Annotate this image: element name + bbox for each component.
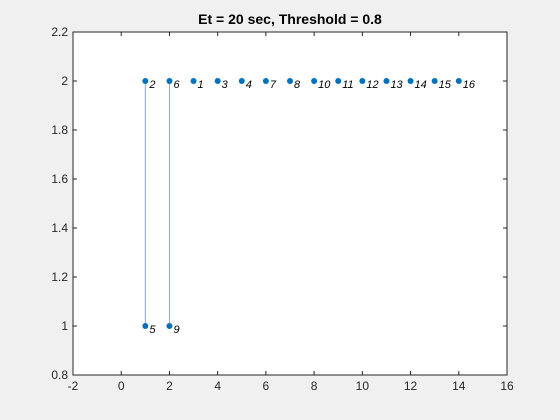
point-label: 12 xyxy=(366,79,378,91)
x-tick-label: 4 xyxy=(214,379,221,393)
point-label: 3 xyxy=(222,79,229,91)
point-label: 9 xyxy=(173,324,179,336)
data-point xyxy=(359,78,365,84)
data-point xyxy=(142,78,148,84)
point-label: 15 xyxy=(439,79,452,91)
data-point xyxy=(263,78,269,84)
data-point xyxy=(215,78,221,84)
point-label: 5 xyxy=(149,324,156,336)
data-point xyxy=(142,323,148,329)
x-tick-label: 8 xyxy=(311,379,318,393)
point-label: 10 xyxy=(318,79,331,91)
data-point xyxy=(383,78,389,84)
point-label: 7 xyxy=(270,79,277,91)
y-tick-label: 1.4 xyxy=(51,221,68,235)
data-point xyxy=(432,78,438,84)
data-point xyxy=(335,78,341,84)
x-tick-label: 6 xyxy=(263,379,270,393)
point-label: 1 xyxy=(198,79,204,91)
point-label: 4 xyxy=(246,79,252,91)
y-tick-label: 2 xyxy=(61,74,68,88)
x-tick-label: 2 xyxy=(166,379,173,393)
x-tick-label: 10 xyxy=(356,379,370,393)
data-point xyxy=(408,78,414,84)
x-tick-label: 12 xyxy=(404,379,418,393)
x-tick-label: 0 xyxy=(118,379,125,393)
y-tick-label: 1 xyxy=(61,319,68,333)
point-label: 8 xyxy=(294,79,301,91)
data-point xyxy=(166,323,172,329)
point-label: 14 xyxy=(415,79,427,91)
point-label: 2 xyxy=(148,79,155,91)
data-point xyxy=(239,78,245,84)
y-tick-label: 1.8 xyxy=(51,123,68,137)
data-point xyxy=(287,78,293,84)
point-label: 16 xyxy=(463,79,476,91)
point-label: 6 xyxy=(173,79,180,91)
y-tick-label: 0.8 xyxy=(51,368,68,382)
chart-title: Et = 20 sec, Threshold = 0.8 xyxy=(198,11,382,27)
x-tick-label: 16 xyxy=(500,379,514,393)
x-tick-label: 14 xyxy=(452,379,466,393)
data-point xyxy=(456,78,462,84)
point-label: 13 xyxy=(390,79,403,91)
x-tick-label: -2 xyxy=(68,379,79,393)
data-point xyxy=(191,78,197,84)
data-point xyxy=(166,78,172,84)
point-label: 11 xyxy=(342,79,353,91)
y-tick-label: 1.6 xyxy=(51,172,68,186)
y-tick-label: 1.2 xyxy=(51,270,68,284)
data-point xyxy=(311,78,317,84)
y-tick-label: 2.2 xyxy=(51,25,68,39)
